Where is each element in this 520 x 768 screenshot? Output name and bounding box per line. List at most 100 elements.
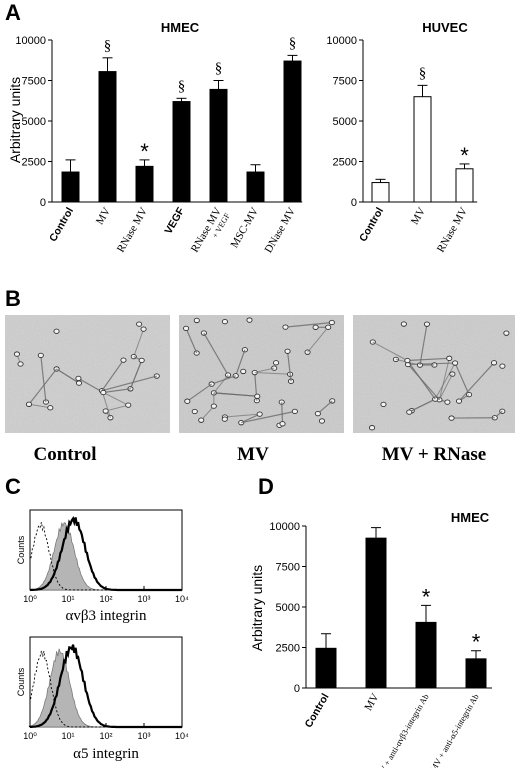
cell	[130, 353, 137, 360]
cell	[184, 398, 191, 404]
cell	[221, 416, 228, 422]
cell	[138, 357, 145, 364]
chart-a-hmec-significance: *	[140, 139, 149, 164]
histogram-tick-label: 10²	[99, 594, 112, 604]
cell	[221, 318, 228, 325]
cell-process	[407, 357, 450, 362]
cell	[448, 415, 455, 421]
chart-a-hmec-bar	[283, 60, 302, 203]
histogram-tick-label: 10¹	[61, 731, 74, 741]
micrograph-rnase-texture	[353, 315, 515, 433]
cell	[314, 410, 321, 417]
chart-a-hmec-category-label: DNase MV	[262, 205, 298, 255]
cell	[254, 393, 261, 399]
histogram-treated-curve	[28, 644, 182, 729]
histogram-tick-label: 10⁰	[23, 594, 37, 604]
chart-a-hmec-significance: §	[178, 78, 186, 94]
cell	[140, 326, 147, 332]
chart-d-hmec-bar	[415, 621, 437, 689]
cell-process	[200, 405, 215, 421]
chart-a-hmec-bar	[246, 171, 265, 203]
cell	[256, 411, 263, 417]
chart-a-hmec-ytick-label: 2500	[22, 157, 46, 169]
cell-process	[213, 392, 258, 397]
cell-process	[101, 375, 157, 392]
cell-process	[411, 398, 436, 412]
cell	[446, 355, 453, 361]
chart-a-hmec-category-label: RNase MV+ VEGF	[189, 205, 232, 259]
histogram-a5-xlabel: α5 integrin	[73, 746, 139, 762]
panel-letter-a: A	[5, 0, 21, 25]
chart-a-hmec-significance: §	[104, 38, 112, 54]
chart-a-hmec-category-label: RNase MV	[115, 205, 150, 254]
cell-process	[285, 321, 332, 328]
micrograph-mv	[179, 315, 344, 433]
cell	[404, 357, 411, 364]
cell	[499, 363, 506, 369]
cell	[246, 317, 253, 323]
chart-a-hmec-ytick-label: 0	[40, 197, 46, 209]
cell	[240, 368, 247, 375]
chart-a-hmec-category-label: Control	[47, 205, 76, 243]
cell	[210, 403, 217, 409]
micrograph-mv-rnase	[353, 315, 515, 433]
histogram-tick-label: 10³	[137, 731, 150, 741]
chart-d-hmec-bar	[465, 658, 487, 689]
chart-a-huvec-title: HUVEC	[422, 20, 468, 35]
cell-process	[254, 367, 275, 374]
chart-d-hmec-category-label: Control	[303, 691, 332, 729]
cell	[47, 405, 54, 411]
cell-process	[240, 413, 260, 424]
cell	[125, 402, 132, 408]
cell	[37, 352, 44, 359]
cell-process	[40, 355, 47, 403]
chart-d-hmec-ytick-label: 5000	[276, 602, 300, 614]
cell-process	[317, 400, 333, 415]
cell-process	[203, 332, 229, 376]
histogram-tick-label: 10²	[99, 731, 112, 741]
chart-a-huvec-ytick-label: 0	[351, 197, 357, 209]
cell	[444, 399, 451, 405]
cell-process	[103, 392, 129, 406]
panel-letter-b: B	[5, 286, 21, 311]
micrograph-mv-cells	[183, 317, 336, 428]
chart-a-hmec-bar	[98, 71, 117, 203]
cell	[490, 360, 498, 366]
cell-process	[438, 373, 453, 400]
micrograph-label-mv: MV	[237, 444, 269, 465]
chart-a-hmec-title: HMEC	[161, 20, 200, 35]
cell-process	[434, 362, 456, 400]
cell	[291, 408, 298, 415]
cell	[100, 389, 107, 396]
chart-a-huvec-significance: *	[460, 143, 469, 168]
chart-a-ylabel: Arbitrary units	[7, 77, 23, 163]
chart-a-huvec-ytick-label: 2500	[333, 157, 357, 169]
cell	[406, 409, 413, 415]
cell	[318, 418, 326, 424]
histogram-tick-label: 10⁴	[175, 594, 189, 604]
chart-d-hmec-ytick-label: 7500	[276, 562, 300, 574]
micrograph-control-texture	[5, 315, 170, 433]
cell	[328, 319, 335, 326]
chart-d-hmec-category-label: MV + anti-α5-integrin Ab	[428, 692, 481, 768]
histogram-a5-counts-label: Counts	[16, 667, 26, 696]
chart-a-hmec-bar	[135, 165, 154, 203]
cell	[369, 339, 376, 345]
cell-process	[28, 403, 51, 409]
chart-a-hmec-ytick-label: 5000	[22, 116, 46, 128]
cell	[273, 360, 280, 366]
histogram-tick-label: 10⁴	[175, 731, 189, 741]
cell	[400, 321, 407, 327]
chart-a-huvec-category-label: MV	[409, 205, 428, 226]
cell-process	[224, 413, 260, 418]
chart-a-hmec-significance: §	[215, 61, 223, 77]
chart-a-hmec-category-label: MSC-MV	[228, 205, 261, 250]
cell	[380, 401, 387, 408]
chart-a-hmec-bar	[209, 88, 228, 203]
chart-a-hmec: Arbitrary units HMEC 0 2500 5000 7500 10000 Co…	[7, 20, 303, 259]
histogram-avb3-counts-label: Counts	[16, 535, 26, 564]
histogram-avb3-xlabel: αvβ3 integrin	[66, 608, 147, 624]
cell-process	[241, 410, 295, 424]
chart-d-hmec-significance: *	[472, 630, 481, 655]
chart-a-hmec-ytick-label: 10000	[15, 35, 46, 47]
